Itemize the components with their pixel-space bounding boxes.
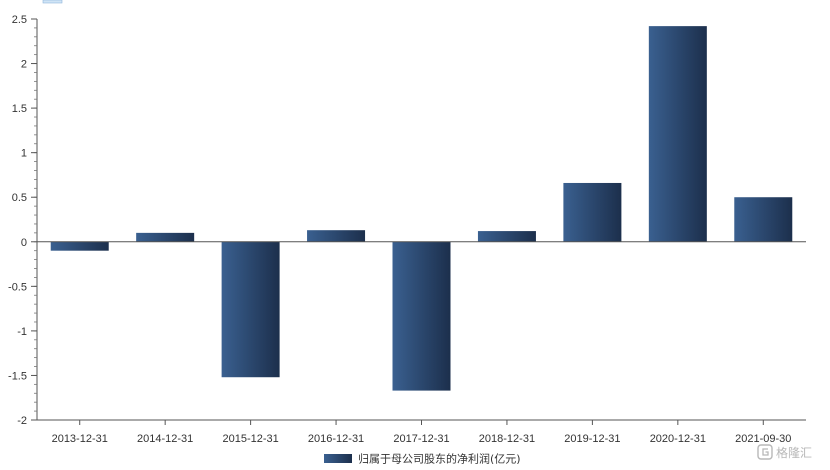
bar[interactable] (563, 182, 622, 242)
y-tick-label: 1.5 (12, 103, 27, 115)
corner-marker (42, 0, 63, 4)
bar[interactable] (477, 231, 536, 242)
y-tick-label: 2 (21, 59, 27, 71)
x-tick-label: 2018-12-31 (479, 433, 535, 445)
x-tick-label: 2014-12-31 (137, 433, 193, 445)
bar[interactable] (136, 232, 195, 242)
y-tick-label: 2.5 (12, 14, 27, 26)
x-tick-label: 2015-12-31 (222, 433, 278, 445)
y-tick-label: 0.5 (12, 192, 27, 204)
x-tick-label: 2021-09-30 (735, 433, 791, 445)
y-tick-label: -2 (17, 415, 27, 427)
x-axis: 2013-12-31 2014-12-31 2015-12-31 2016-12-31… (37, 241, 806, 445)
x-tick-label: 2017-12-31 (393, 433, 449, 445)
bar[interactable] (648, 26, 707, 242)
bar[interactable] (392, 241, 451, 391)
y-tick-label: -1 (17, 326, 27, 338)
x-tick-label: 2020-12-31 (650, 433, 706, 445)
y-tick-label: 0 (21, 237, 27, 249)
legend-label: 归属于母公司股东的净利润(亿元) (358, 452, 521, 466)
watermark-icon-glyph (762, 448, 769, 456)
legend-swatch (324, 454, 352, 463)
bar[interactable] (50, 241, 109, 251)
y-axis: 2.5 2 1.5 1 0.5 0 -0.5 -1 -1.5 -2 (8, 14, 38, 427)
watermark-text: 格隆汇 (776, 445, 812, 460)
x-tick-label: 2013-12-31 (52, 433, 108, 445)
bar[interactable] (734, 197, 793, 242)
y-tick-label: -0.5 (8, 281, 27, 293)
x-tick-label: 2019-12-31 (564, 433, 620, 445)
y-tick-label: -1.5 (8, 370, 27, 382)
bar[interactable] (307, 230, 366, 242)
watermark-icon (757, 444, 773, 460)
bars (50, 26, 793, 391)
bar[interactable] (221, 241, 280, 378)
legend[interactable]: 归属于母公司股东的净利润(亿元) (324, 452, 521, 466)
x-tick-label: 2016-12-31 (308, 433, 364, 445)
watermark-logo: 格隆汇 (757, 444, 812, 460)
y-tick-label: 1 (21, 148, 27, 160)
